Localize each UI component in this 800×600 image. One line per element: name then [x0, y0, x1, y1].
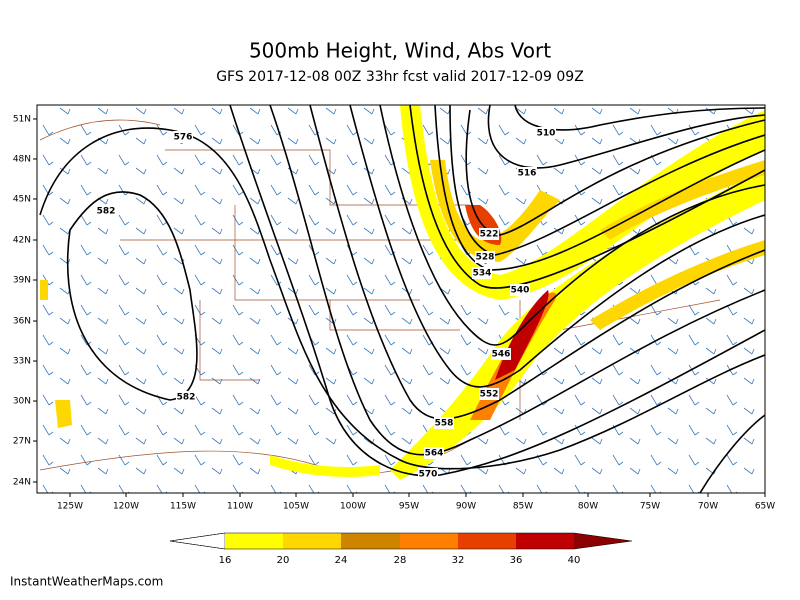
contour-label: 516 — [518, 169, 537, 179]
lat-label: 48N — [13, 155, 31, 165]
contour-label-bg — [418, 468, 438, 480]
contour-label-bg — [479, 228, 499, 240]
credit: InstantWeatherMaps.com — [10, 575, 163, 589]
lat-label: 39N — [13, 276, 31, 286]
contour-label-bg — [475, 251, 495, 263]
contour-label: 546 — [492, 350, 511, 360]
lon-label: 70W — [698, 502, 718, 512]
contour-label-bg — [536, 127, 556, 139]
contour-label-bg — [472, 267, 492, 279]
colorbar-label: 28 — [394, 555, 407, 566]
lon-label: 120W — [113, 502, 139, 512]
contour-label: 564 — [425, 449, 444, 459]
contour-label-bg — [491, 348, 511, 360]
contour-label: 582 — [177, 393, 196, 403]
colorbar-label: 40 — [568, 555, 581, 566]
contour-label-bg — [96, 205, 116, 217]
lat-label: 51N — [13, 115, 31, 125]
lon-label: 75W — [640, 502, 660, 512]
map-frame — [36, 104, 766, 494]
lat-label: 42N — [13, 236, 31, 246]
contour-label: 510 — [537, 129, 556, 139]
contour-label: 570 — [419, 470, 438, 480]
contour-label-bg — [173, 131, 193, 143]
lat-label: 36N — [13, 317, 31, 327]
contour-label-bg — [434, 417, 454, 429]
contour-label-bg — [479, 388, 499, 400]
lat-label: 30N — [13, 397, 31, 407]
lat-label: 24N — [13, 478, 31, 488]
lon-label: 125W — [57, 502, 83, 512]
lon-label: 80W — [578, 502, 598, 512]
colorbar-label: 16 — [219, 555, 232, 566]
colorbar-label: 20 — [277, 555, 290, 566]
colorbar-label: 24 — [335, 555, 348, 566]
contour-label: 522 — [480, 230, 499, 240]
lon-label: 115W — [170, 502, 196, 512]
subtitle: GFS 2017-12-08 00Z 33hr fcst valid 2017-… — [216, 69, 584, 85]
lon-label: 95W — [399, 502, 419, 512]
colorbar — [169, 532, 633, 550]
lon-label: 110W — [227, 502, 253, 512]
contour-label-bg — [510, 284, 530, 296]
colorbar-label: 36 — [510, 555, 523, 566]
lon-label: 90W — [456, 502, 476, 512]
lat-label: 45N — [13, 195, 31, 205]
title: 500mb Height, Wind, Abs Vort — [249, 39, 551, 63]
map-field — [37, 105, 765, 493]
lat-label: 27N — [13, 437, 31, 447]
lon-label: 105W — [283, 502, 309, 512]
colorbar-label: 32 — [452, 555, 465, 566]
contour-label: 540 — [511, 286, 530, 296]
lat-label: 33N — [13, 357, 31, 367]
contour-label-bg — [176, 391, 196, 403]
contour-label: 528 — [476, 253, 495, 263]
contour-label-bg — [424, 447, 444, 459]
contour-label: 576 — [174, 133, 193, 143]
lon-label: 85W — [513, 502, 533, 512]
contour-label-bg — [517, 167, 537, 179]
labels: 51N 48N 45N 42N 39N 36N 33N 30N 27N 24N 125W 120W 11… — [13, 115, 775, 512]
contour-label: 582 — [97, 207, 116, 217]
lon-label: 65W — [755, 502, 775, 512]
lon-label: 100W — [340, 502, 366, 512]
contour-label: 558 — [435, 419, 454, 429]
contour-label: 534 — [473, 269, 492, 279]
contour-label: 552 — [480, 390, 499, 400]
